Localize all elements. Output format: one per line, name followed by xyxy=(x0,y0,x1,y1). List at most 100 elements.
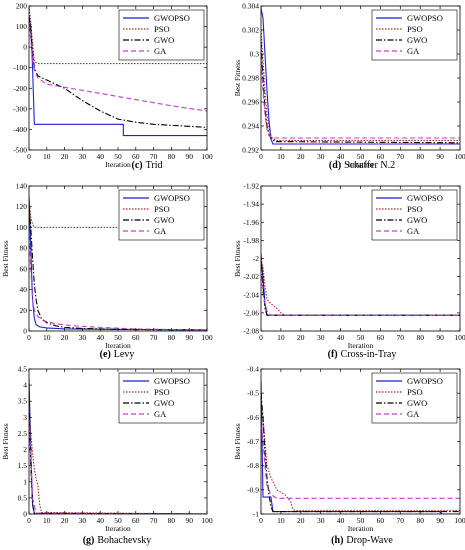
x-tick-label: 90 xyxy=(185,152,193,161)
y-tick-label: -2.06 xyxy=(243,308,259,317)
x-tick-label: 30 xyxy=(79,152,87,161)
x-tick-label: 80 xyxy=(168,333,176,342)
x-tick-label: 30 xyxy=(79,333,87,342)
series-line-gwo xyxy=(261,253,460,316)
x-tick-label: 0 xyxy=(259,152,263,161)
x-axis-label: Iteration xyxy=(105,341,131,350)
x-tick-label: 90 xyxy=(185,516,193,525)
x-tick-label: 50 xyxy=(357,333,365,342)
x-tick-label: 90 xyxy=(436,516,444,525)
y-tick-label: -1.92 xyxy=(243,182,259,191)
legend-label-pso: PSO xyxy=(154,204,170,214)
y-tick-label: -0.6 xyxy=(247,413,259,422)
x-tick-label: 30 xyxy=(317,152,325,161)
caption-name: Cross-in-Tray xyxy=(341,349,397,360)
x-tick-label: 100 xyxy=(201,152,213,161)
y-tick-label: -100 xyxy=(13,63,27,72)
x-tick-label: 100 xyxy=(454,152,465,161)
y-tick-label: 4.5 xyxy=(18,365,28,374)
legend-label-pso: PSO xyxy=(407,387,423,397)
y-axis-label: Best Fitness xyxy=(1,423,10,460)
y-tick-label: 0 xyxy=(23,327,27,336)
x-tick-label: 70 xyxy=(397,152,405,161)
y-tick-label: 4 xyxy=(23,381,27,390)
x-tick-label: 60 xyxy=(132,152,140,161)
x-tick-label: 20 xyxy=(297,152,305,161)
series-line-gwopso xyxy=(261,381,460,514)
legend-label-gwo: GWO xyxy=(154,35,174,45)
series-line-gwopso xyxy=(261,258,460,316)
caption-letter: (h) xyxy=(331,535,343,546)
x-tick-label: 0 xyxy=(259,516,263,525)
series-line-ga xyxy=(261,53,460,139)
y-axis-label: Best Fitness xyxy=(233,60,242,97)
y-tick-label: -400 xyxy=(13,125,27,134)
x-axis-label: Iteration xyxy=(105,524,131,533)
x-tick-label: 20 xyxy=(61,333,69,342)
x-tick-label: 40 xyxy=(337,516,345,525)
legend-label-gwopso: GWOPSO xyxy=(407,193,443,203)
caption-letter: (g) xyxy=(83,535,95,546)
chart-panel-d: 0 10 20 30 40 50 60 70 80 90 100 0.292 0.294 0.296 0.2… xyxy=(233,2,465,172)
y-tick-label: 0.3 xyxy=(250,50,260,59)
y-tick-label: 120 xyxy=(16,202,28,211)
x-tick-label: 70 xyxy=(150,333,158,342)
x-tick-label: 90 xyxy=(185,333,193,342)
x-tick-label: 10 xyxy=(277,333,285,342)
x-tick-label: 30 xyxy=(317,516,325,525)
x-tick-label: 60 xyxy=(377,152,385,161)
y-tick-label: -200 xyxy=(13,84,27,93)
legend-label-pso: PSO xyxy=(407,204,423,214)
x-tick-label: 100 xyxy=(201,333,213,342)
y-tick-label: -0.5 xyxy=(247,389,259,398)
x-tick-label: 20 xyxy=(61,152,69,161)
y-tick-label: 80 xyxy=(20,244,28,253)
y-tick-label: 3.5 xyxy=(18,397,28,406)
series-line-pso xyxy=(29,6,207,65)
caption-name: Levy xyxy=(114,349,135,360)
y-tick-label: 0.292 xyxy=(242,146,259,155)
series-line-pso xyxy=(29,417,207,514)
y-tick-label: 2 xyxy=(23,445,27,454)
y-tick-label: -0.4 xyxy=(247,365,259,374)
x-tick-label: 60 xyxy=(377,333,385,342)
series-line-ga xyxy=(29,227,207,331)
series-line-gwo xyxy=(261,41,460,144)
legend-label-gwopso: GWOPSO xyxy=(154,13,190,23)
x-tick-label: 90 xyxy=(436,152,444,161)
x-axis-label: Iteration xyxy=(348,160,374,169)
y-tick-label: 0.302 xyxy=(242,26,259,35)
x-tick-label: 50 xyxy=(357,152,365,161)
y-tick-label: -1 xyxy=(253,510,259,519)
y-tick-label: 3 xyxy=(23,413,27,422)
x-tick-label: 70 xyxy=(150,516,158,525)
y-tick-label: -2.08 xyxy=(243,327,259,336)
x-tick-label: 20 xyxy=(297,516,305,525)
x-tick-label: 80 xyxy=(416,516,424,525)
y-tick-label: 1 xyxy=(23,477,27,486)
x-tick-label: 100 xyxy=(201,516,213,525)
x-tick-label: 50 xyxy=(114,333,122,342)
chart-caption: (h) Drop-Wave xyxy=(331,535,393,546)
legend-label-gwo: GWO xyxy=(407,215,427,225)
y-tick-label: 100 xyxy=(16,22,28,31)
y-tick-label: 0.298 xyxy=(242,74,259,83)
caption-name: Drop-Wave xyxy=(346,535,393,546)
chart-caption: (f) Cross-in-Tray xyxy=(328,349,397,360)
y-tick-label: 0.5 xyxy=(18,493,28,502)
y-tick-label: -1.98 xyxy=(243,236,259,245)
legend-label-gwo: GWO xyxy=(154,398,174,408)
series-line-pso xyxy=(261,29,460,141)
series-line-pso xyxy=(29,198,207,228)
x-tick-label: 40 xyxy=(337,152,345,161)
legend-label-gwo: GWO xyxy=(407,35,427,45)
y-axis-label: Best Fitness xyxy=(233,240,242,277)
series-line-gwo xyxy=(29,206,207,331)
x-tick-label: 80 xyxy=(416,152,424,161)
caption-name: Trid xyxy=(146,160,163,171)
